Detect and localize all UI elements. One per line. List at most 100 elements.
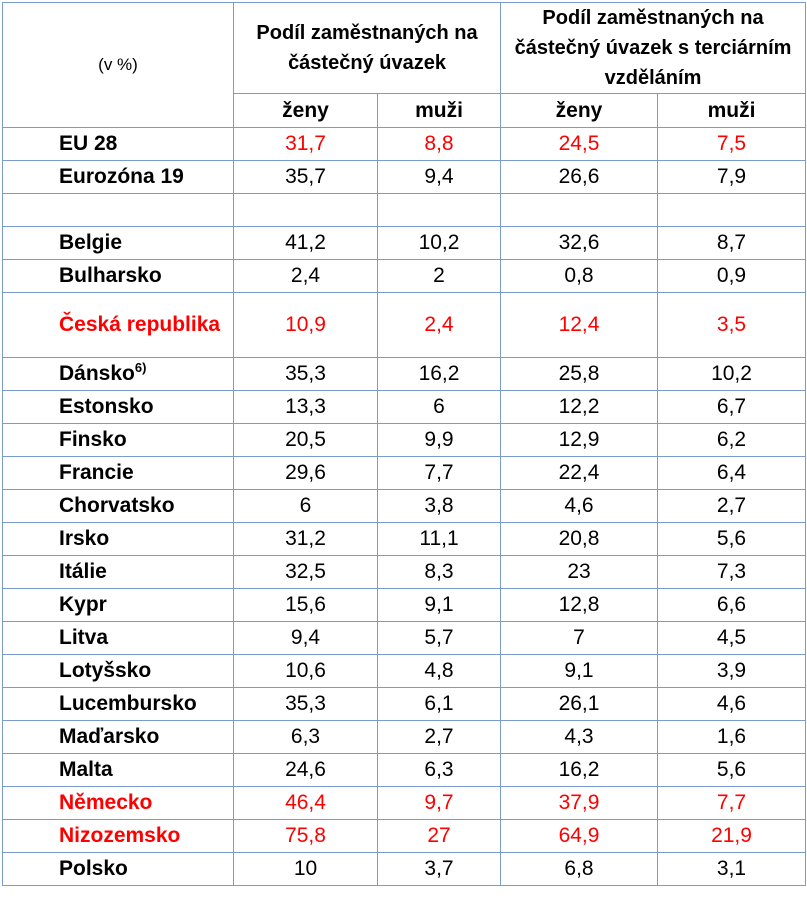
women-tertiary-cell: 23 — [500, 555, 659, 589]
country-name: Česká republika — [59, 313, 221, 336]
men-tertiary-cell: 3,9 — [657, 654, 807, 688]
country-name-cell: Lucembursko — [2, 687, 234, 721]
women-tertiary-cell — [500, 193, 659, 227]
country-name: Malta — [59, 758, 113, 781]
women-part-time-cell: 9,4 — [233, 621, 378, 655]
women-tertiary-cell: 12,4 — [500, 292, 659, 358]
men-part-time-cell: 8,8 — [376, 127, 502, 161]
country-name-cell: Německo — [2, 786, 234, 820]
country-name: Litva — [59, 626, 109, 649]
women-tertiary-cell: 22,4 — [500, 456, 659, 490]
country-name: Německo — [59, 791, 153, 814]
subheader-women: ženy — [233, 93, 378, 128]
men-tertiary-cell: 4,6 — [657, 687, 807, 721]
men-tertiary-cell: 21,9 — [657, 819, 807, 853]
country-name-cell: Dánsko6) — [2, 357, 234, 391]
country-name: Estonsko — [59, 395, 154, 418]
women-part-time-cell: 32,5 — [233, 555, 378, 589]
men-tertiary-cell: 2,7 — [657, 489, 807, 523]
country-name: Itálie — [59, 560, 107, 583]
group-header-part-time-tertiary: Podíl zaměstnaných na částečný úvazek s … — [500, 2, 807, 94]
men-tertiary-cell: 0,9 — [657, 259, 807, 293]
country-name-cell: Maďarsko — [2, 720, 234, 754]
men-part-time-cell: 3,8 — [376, 489, 502, 523]
table-row: Nizozemsko 75,8 27 64,9 21,9 — [2, 819, 807, 853]
men-tertiary-cell: 7,9 — [657, 160, 807, 194]
table-row: Litva 9,4 5,7 7 4,5 — [2, 621, 807, 655]
women-tertiary-cell: 26,1 — [500, 687, 659, 721]
country-name-cell: Finsko — [2, 423, 234, 457]
country-name-cell: Česká republika — [2, 292, 234, 358]
country-name-cell: EU 28 — [2, 127, 234, 161]
men-tertiary-cell: 1,6 — [657, 720, 807, 754]
women-part-time-cell: 15,6 — [233, 588, 378, 622]
men-part-time-cell: 8,3 — [376, 555, 502, 589]
women-part-time-cell: 35,3 — [233, 687, 378, 721]
men-part-time-cell: 6 — [376, 390, 502, 424]
women-tertiary-cell: 12,9 — [500, 423, 659, 457]
women-tertiary-cell: 20,8 — [500, 522, 659, 556]
men-part-time-cell: 9,4 — [376, 160, 502, 194]
country-name: Francie — [59, 461, 134, 484]
country-name: Lotyšsko — [59, 659, 152, 682]
men-tertiary-cell: 6,2 — [657, 423, 807, 457]
men-tertiary-cell: 6,7 — [657, 390, 807, 424]
men-tertiary-cell: 6,6 — [657, 588, 807, 622]
subheader-men: muži — [376, 93, 502, 128]
women-part-time-cell: 10,9 — [233, 292, 378, 358]
women-tertiary-cell: 32,6 — [500, 226, 659, 260]
men-tertiary-cell: 3,1 — [657, 852, 807, 886]
men-part-time-cell: 3,7 — [376, 852, 502, 886]
footnote-marker: 6) — [134, 360, 147, 375]
table-row: Polsko 10 3,7 6,8 3,1 — [2, 852, 807, 886]
men-tertiary-cell — [657, 193, 807, 227]
men-tertiary-cell: 7,7 — [657, 786, 807, 820]
men-part-time-cell: 27 — [376, 819, 502, 853]
country-name-cell: Francie — [2, 456, 234, 490]
women-part-time-cell: 13,3 — [233, 390, 378, 424]
table-row: EU 28 31,7 8,8 24,5 7,5 — [2, 127, 807, 161]
men-tertiary-cell: 4,5 — [657, 621, 807, 655]
country-name-cell: Eurozóna 19 — [2, 160, 234, 194]
country-name-cell: Irsko — [2, 522, 234, 556]
women-tertiary-cell: 12,2 — [500, 390, 659, 424]
part-time-employment-table: (v %) Podíl zaměstnaných na částečný úva… — [2, 2, 807, 886]
women-tertiary-cell: 26,6 — [500, 160, 659, 194]
country-name-cell: Chorvatsko — [2, 489, 234, 523]
part-time-employment-table-container: (v %) Podíl zaměstnaných na částečný úva… — [2, 2, 807, 886]
country-name: Maďarsko — [59, 725, 160, 748]
country-name: Chorvatsko — [59, 494, 175, 517]
country-name-cell: Itálie — [2, 555, 234, 589]
table-row: Belgie 41,2 10,2 32,6 8,7 — [2, 226, 807, 260]
table-row: Česká republika 10,9 2,4 12,4 3,5 — [2, 292, 807, 358]
men-part-time-cell: 11,1 — [376, 522, 502, 556]
country-name-cell: Nizozemsko — [2, 819, 234, 853]
country-name: Belgie — [59, 231, 123, 254]
country-name-cell: Estonsko — [2, 390, 234, 424]
table-row: Bulharsko 2,4 2 0,8 0,9 — [2, 259, 807, 293]
men-part-time-cell: 6,3 — [376, 753, 502, 787]
women-tertiary-cell: 12,8 — [500, 588, 659, 622]
country-name: Irsko — [59, 527, 110, 550]
men-tertiary-cell: 7,3 — [657, 555, 807, 589]
men-tertiary-cell: 7,5 — [657, 127, 807, 161]
women-tertiary-cell: 24,5 — [500, 127, 659, 161]
table-row: Chorvatsko 6 3,8 4,6 2,7 — [2, 489, 807, 523]
women-part-time-cell: 29,6 — [233, 456, 378, 490]
men-part-time-cell: 9,9 — [376, 423, 502, 457]
men-part-time-cell — [376, 193, 502, 227]
table-row: Lucembursko 35,3 6,1 26,1 4,6 — [2, 687, 807, 721]
women-part-time-cell: 35,3 — [233, 357, 378, 391]
women-part-time-cell: 46,4 — [233, 786, 378, 820]
country-name: Lucembursko — [59, 692, 197, 715]
women-part-time-cell — [233, 193, 378, 227]
country-name: Nizozemsko — [59, 824, 181, 847]
country-name-cell: Litva — [2, 621, 234, 655]
men-part-time-cell: 5,7 — [376, 621, 502, 655]
table-row — [2, 193, 807, 227]
country-name-cell: Kypr — [2, 588, 234, 622]
table-row: Lotyšsko 10,6 4,8 9,1 3,9 — [2, 654, 807, 688]
group-header-part-time: Podíl zaměstnaných na částečný úvazek — [232, 2, 502, 94]
men-part-time-cell: 2 — [376, 259, 502, 293]
table-row: Francie 29,6 7,7 22,4 6,4 — [2, 456, 807, 490]
